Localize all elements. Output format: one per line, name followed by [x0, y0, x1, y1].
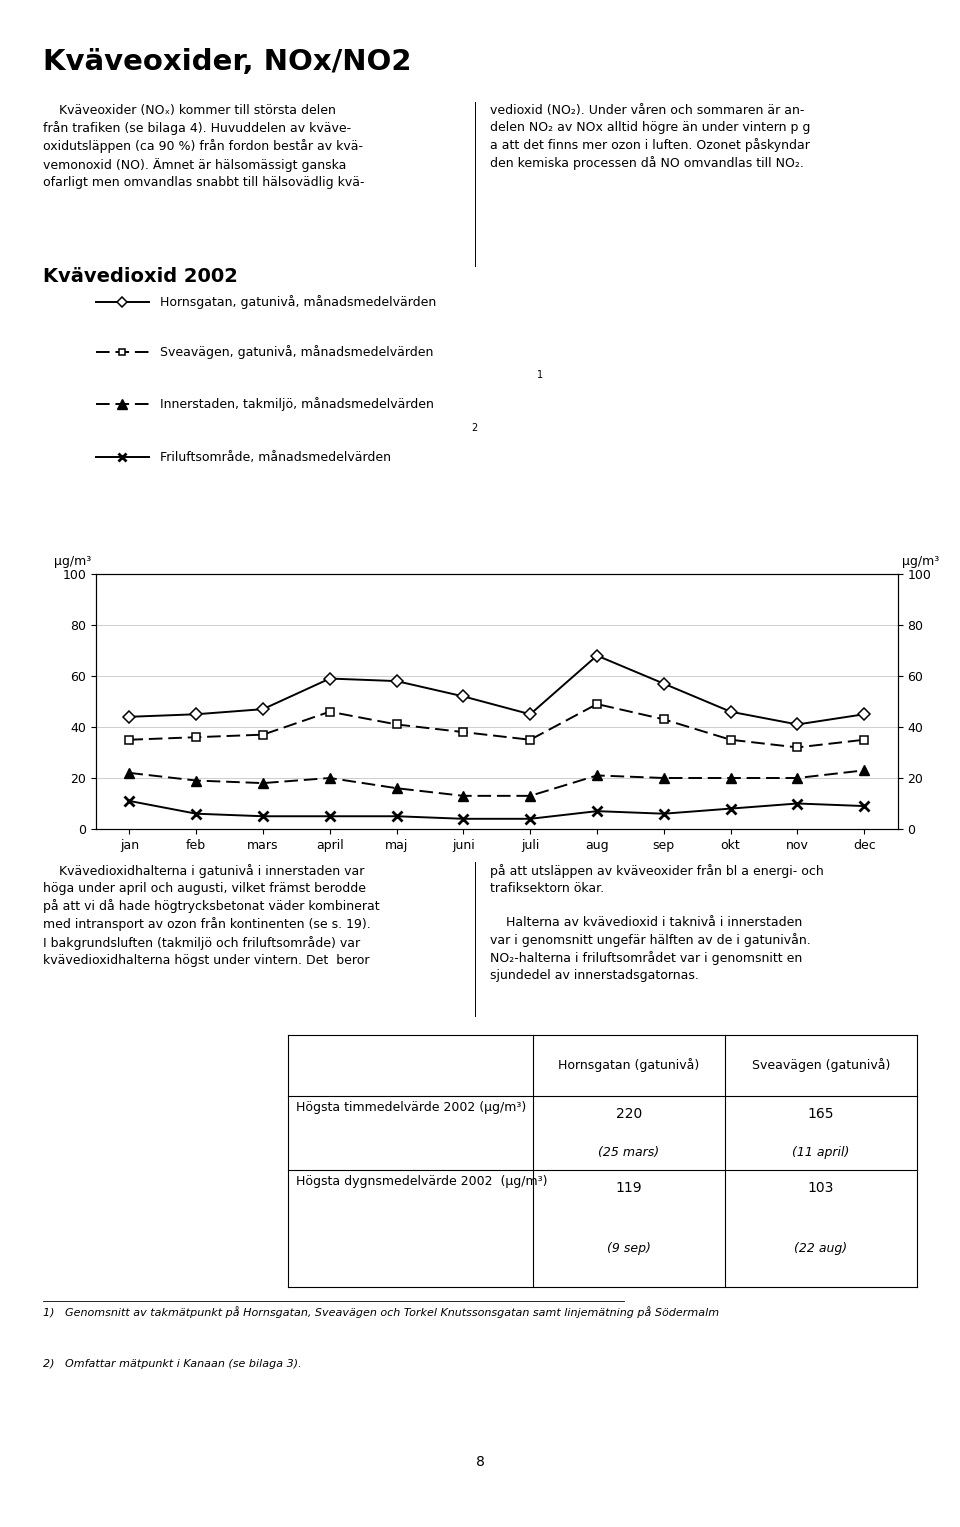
Text: (25 mars): (25 mars) — [598, 1147, 660, 1159]
Text: 119: 119 — [615, 1180, 642, 1194]
Text: 2)   Omfattar mätpunkt i Kanaan (se bilaga 3).: 2) Omfattar mätpunkt i Kanaan (se bilaga… — [43, 1359, 301, 1368]
Text: Kvävedioxid 2002: Kvävedioxid 2002 — [43, 267, 238, 286]
Text: 165: 165 — [807, 1107, 834, 1121]
Text: Högsta dygnsmedelvärde 2002  (μg/m³): Högsta dygnsmedelvärde 2002 (μg/m³) — [296, 1176, 547, 1188]
Text: μg/m³: μg/m³ — [54, 554, 91, 568]
Text: 2: 2 — [470, 423, 477, 434]
Text: 1)   Genomsnitt av takmätpunkt på Hornsgatan, Sveavägen och Torkel Knutssonsgata: 1) Genomsnitt av takmätpunkt på Hornsgat… — [43, 1306, 719, 1318]
Text: på att utsläppen av kväveoxider från bl a energi- och
trafiksektorn ökar.

    H: på att utsläppen av kväveoxider från bl … — [490, 864, 824, 982]
Text: Kväveoxider (NOₓ) kommer till största delen
från trafiken (se bilaga 4). Huvudde: Kväveoxider (NOₓ) kommer till största de… — [43, 104, 365, 189]
Text: Hornsgatan, gatunivå, månadsmedelvärden: Hornsgatan, gatunivå, månadsmedelvärden — [160, 295, 437, 308]
Text: Kväveoxider, NOx/NO2: Kväveoxider, NOx/NO2 — [43, 47, 412, 76]
Text: Hornsgatan (gatunivå): Hornsgatan (gatunivå) — [558, 1058, 700, 1072]
Text: Friluftsområde, månadsmedelvärden: Friluftsområde, månadsmedelvärden — [160, 450, 392, 464]
Text: μg/m³: μg/m³ — [902, 554, 940, 568]
Text: Sveavägen (gatunivå): Sveavägen (gatunivå) — [752, 1058, 890, 1072]
Text: Kvävedioxidhalterna i gatunivå i innerstaden var
höga under april och augusti, v: Kvävedioxidhalterna i gatunivå i innerst… — [43, 864, 380, 967]
Text: (9 sep): (9 sep) — [607, 1241, 651, 1255]
Text: 103: 103 — [807, 1180, 834, 1194]
Text: 1: 1 — [537, 371, 542, 380]
Text: 8: 8 — [475, 1455, 485, 1469]
Text: (22 aug): (22 aug) — [794, 1241, 848, 1255]
Text: Högsta timmedelvärde 2002 (μg/m³): Högsta timmedelvärde 2002 (μg/m³) — [296, 1101, 526, 1115]
Text: 220: 220 — [615, 1107, 642, 1121]
Text: (11 april): (11 april) — [792, 1147, 850, 1159]
Text: vedioxid (NO₂). Under våren och sommaren är an-
delen NO₂ av NOx alltid högre än: vedioxid (NO₂). Under våren och sommaren… — [490, 104, 810, 171]
Text: Innerstaden, takmiljö, månadsmedelvärden: Innerstaden, takmiljö, månadsmedelvärden — [160, 397, 434, 411]
Text: Sveavägen, gatunivå, månadsmedelvärden: Sveavägen, gatunivå, månadsmedelvärden — [160, 345, 434, 359]
